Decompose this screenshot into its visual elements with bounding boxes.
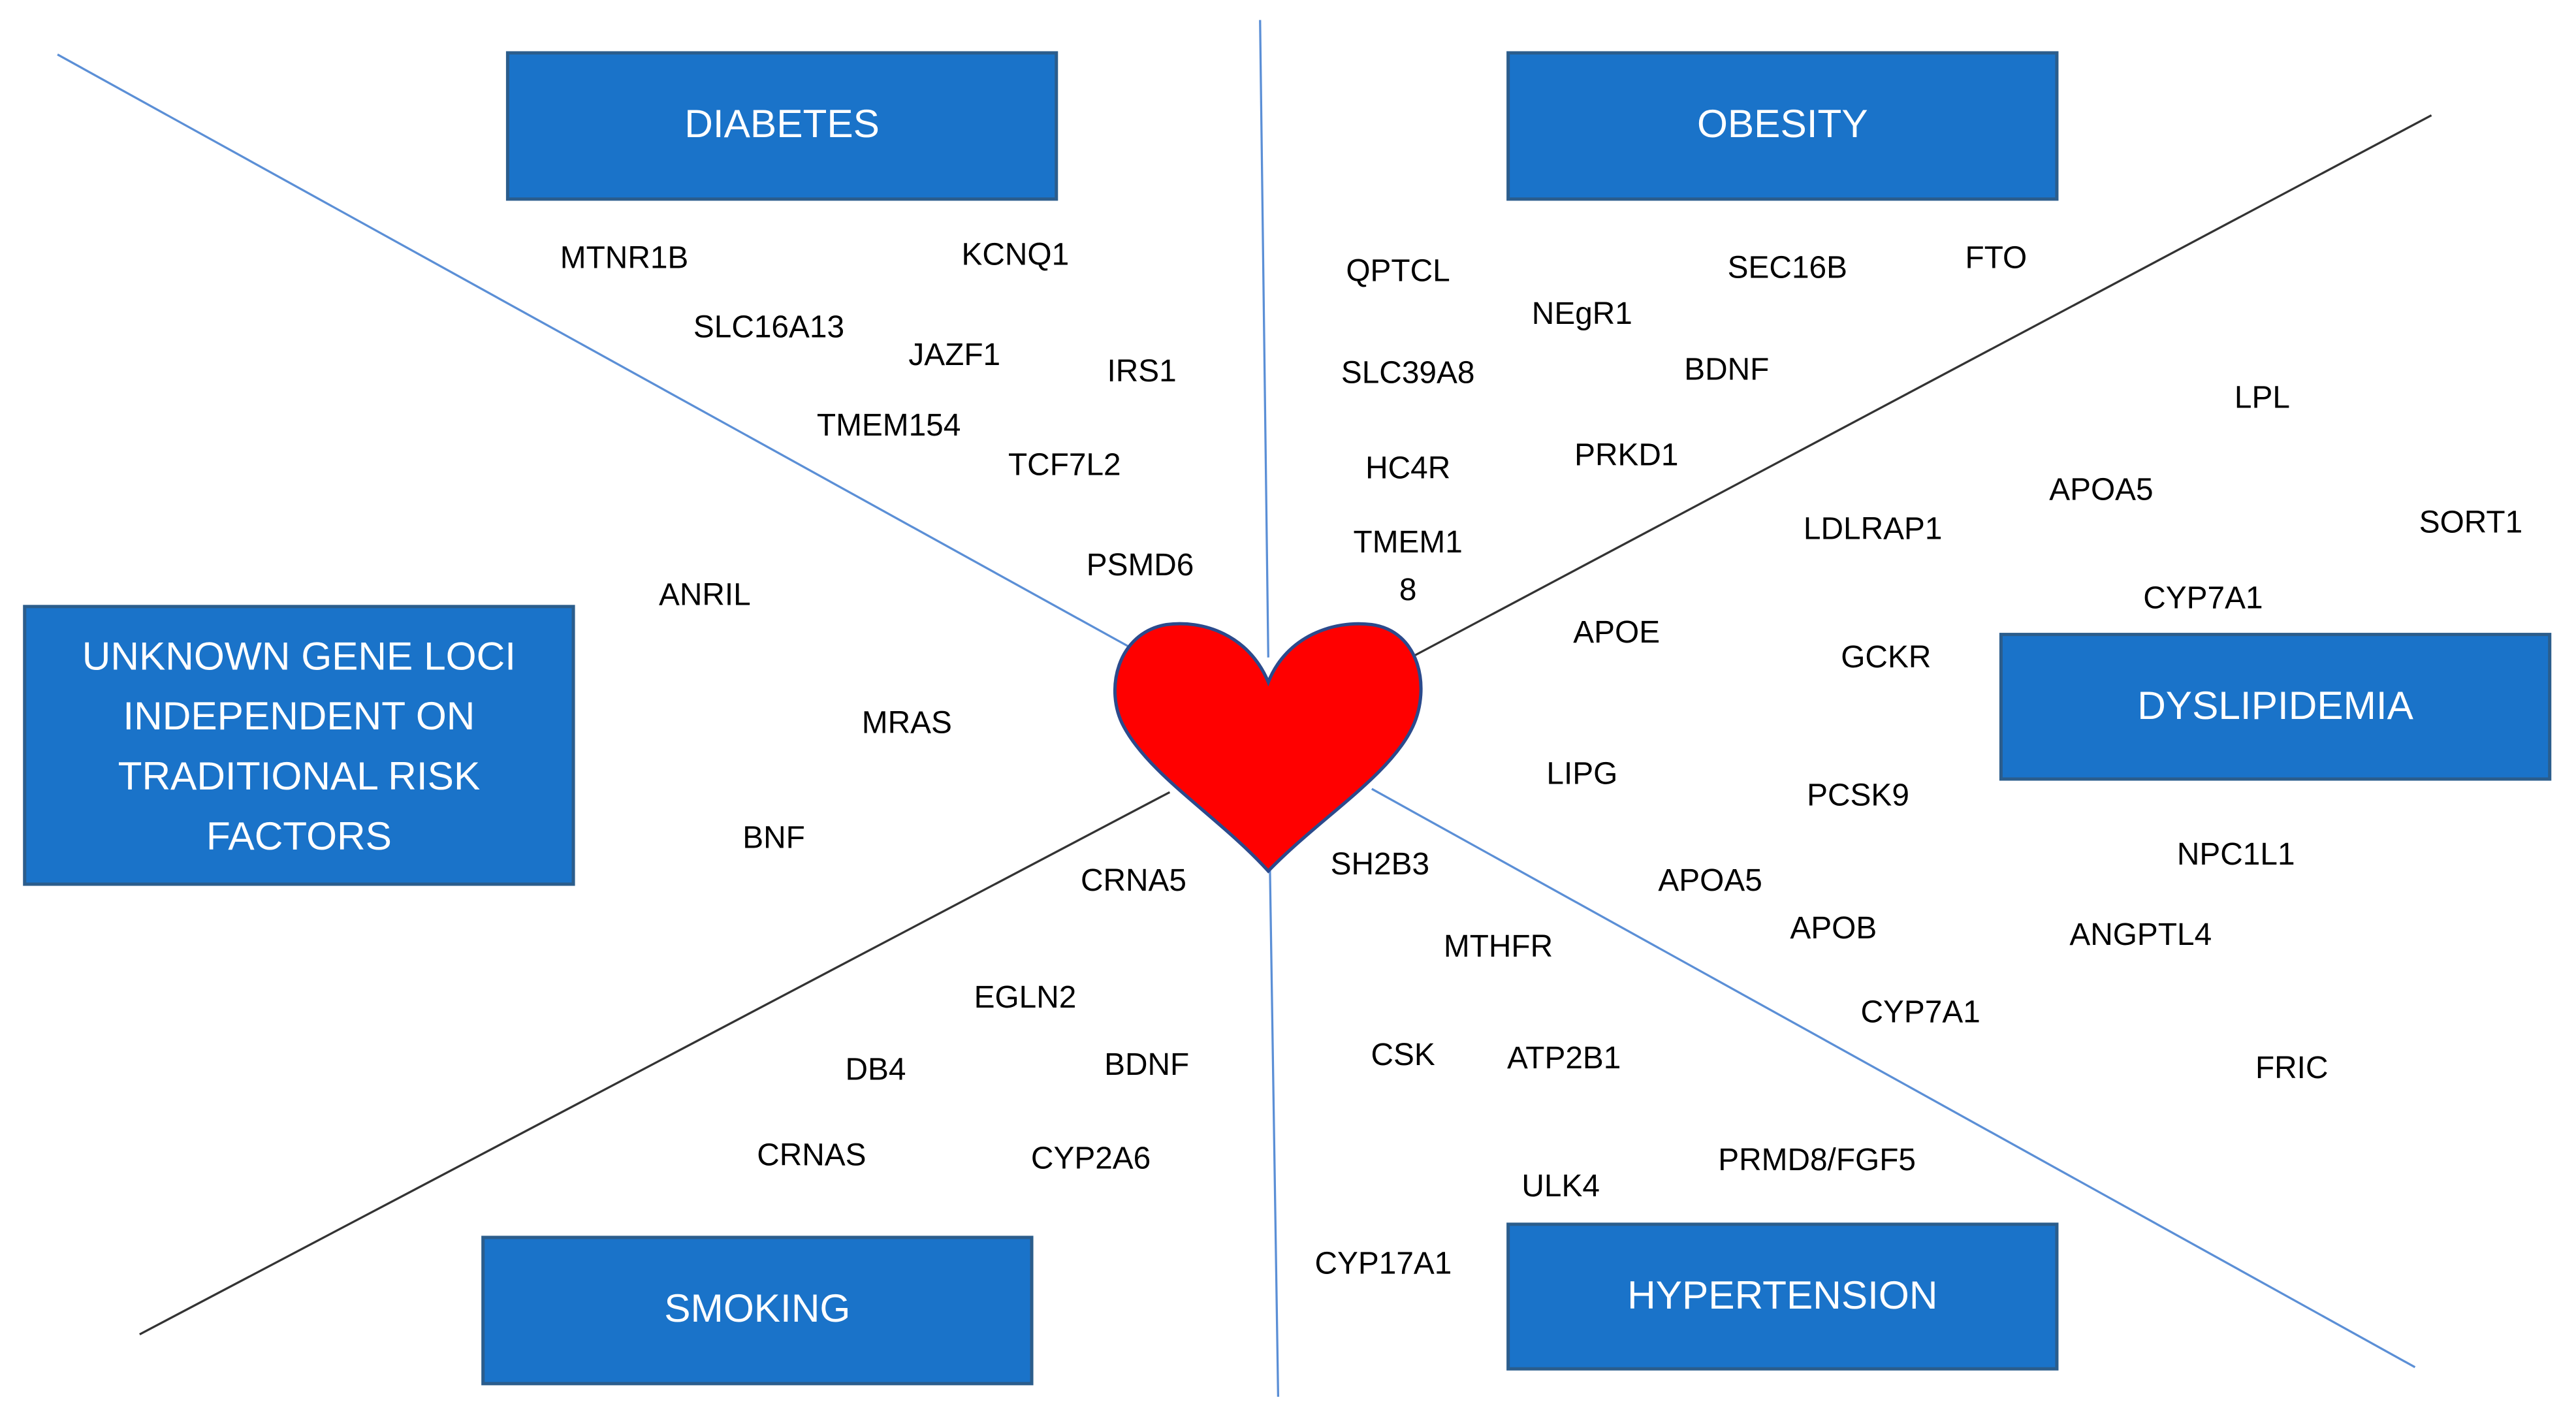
gene-label: CRNA5 xyxy=(1081,863,1186,898)
gene-label: CYP17A1 xyxy=(1314,1246,1452,1281)
heart xyxy=(1113,622,1423,874)
gene-label: MTNR1B xyxy=(560,241,689,276)
category-box xyxy=(1999,633,2552,781)
category-label: SMOKING xyxy=(664,1286,850,1330)
gene-label: BDNF xyxy=(1104,1047,1189,1082)
gene-label: SORT1 xyxy=(2419,505,2523,540)
divider xyxy=(1259,20,1269,658)
category-box xyxy=(23,605,575,886)
divider xyxy=(57,54,1134,650)
gene-label: SH2B3 xyxy=(1331,847,1429,882)
gene-label: LIPG xyxy=(1546,757,1617,791)
gene-label: HC4R xyxy=(1365,451,1450,486)
gene-label: PSMD6 xyxy=(1087,548,1194,582)
gene-label: 8 xyxy=(1399,573,1417,607)
gene-label: PRMD8/FGF5 xyxy=(1718,1143,1916,1177)
gene-label: QPTCL xyxy=(1346,254,1450,289)
gene-label: ANRIL xyxy=(659,577,751,612)
gene-label: APOA5 xyxy=(1658,863,1762,898)
gene-label: IRS1 xyxy=(1107,354,1176,389)
gene-label: SEC16B xyxy=(1728,251,1847,285)
gene-label: CYP7A1 xyxy=(1860,995,1980,1029)
gene-label: TMEM154 xyxy=(817,408,961,443)
category-label: HYPERTENSION xyxy=(1627,1273,1937,1317)
gene-label: BDNF xyxy=(1684,353,1769,387)
gene-label: APOE xyxy=(1573,615,1660,650)
category-label: DYSLIPIDEMIA xyxy=(2137,683,2413,727)
gene-label: KCNQ1 xyxy=(962,238,1070,272)
category-label: TRADITIONAL RISK xyxy=(118,754,481,798)
gene-label: EGLN2 xyxy=(974,980,1077,1015)
category-box xyxy=(481,1235,1034,1386)
gene-label: CYP2A6 xyxy=(1031,1141,1151,1175)
gene-label: ULK4 xyxy=(1521,1169,1600,1203)
category-label: OBESITY xyxy=(1697,101,1868,146)
gene-label: CSK xyxy=(1371,1038,1435,1072)
gene-label: NPC1L1 xyxy=(2177,837,2295,872)
gene-label: MRAS xyxy=(862,706,952,741)
gene-label: GCKR xyxy=(1841,640,1931,675)
divider xyxy=(1404,114,2432,662)
gene-label: TMEM1 xyxy=(1354,525,1463,560)
gene-label: DB4 xyxy=(846,1052,906,1087)
gene-label: NEgR1 xyxy=(1532,296,1632,331)
category-label: DIABETES xyxy=(684,101,880,146)
gene-label: PRKD1 xyxy=(1574,438,1678,473)
gene-label: JAZF1 xyxy=(908,338,1000,372)
gene-label: APOB xyxy=(1790,911,1877,946)
gene-label: FTO xyxy=(1965,241,2027,276)
category-box xyxy=(505,51,1058,201)
category-box xyxy=(1506,1222,2059,1371)
category-box xyxy=(1506,51,2059,201)
gene-label: LDLRAP1 xyxy=(1804,512,1943,547)
gene-label: CRNAS xyxy=(757,1138,866,1172)
gene-label: ATP2B1 xyxy=(1507,1041,1621,1075)
gene-label: SLC39A8 xyxy=(1341,356,1475,390)
gene-label: BNF xyxy=(742,821,805,855)
category-label: FACTORS xyxy=(206,814,392,858)
category-label: UNKNOWN GENE LOCI xyxy=(82,633,516,678)
gene-label: PCSK9 xyxy=(1807,778,1909,812)
divider xyxy=(1269,867,1280,1397)
category-label: INDEPENDENT ON xyxy=(123,693,475,738)
divider xyxy=(1371,788,2416,1369)
gene-label: LPL xyxy=(2234,380,2290,415)
gene-label: MTHFR xyxy=(1444,929,1553,964)
gene-label: APOA5 xyxy=(2049,472,2153,507)
gene-label: SLC16A13 xyxy=(693,310,844,344)
gene-label: ANGPTL4 xyxy=(2069,917,2212,952)
gene-label: FRIC xyxy=(2255,1051,2329,1085)
gene-label: CYP7A1 xyxy=(2143,581,2263,615)
gene-label: TCF7L2 xyxy=(1008,448,1121,483)
divider xyxy=(139,791,1171,1335)
